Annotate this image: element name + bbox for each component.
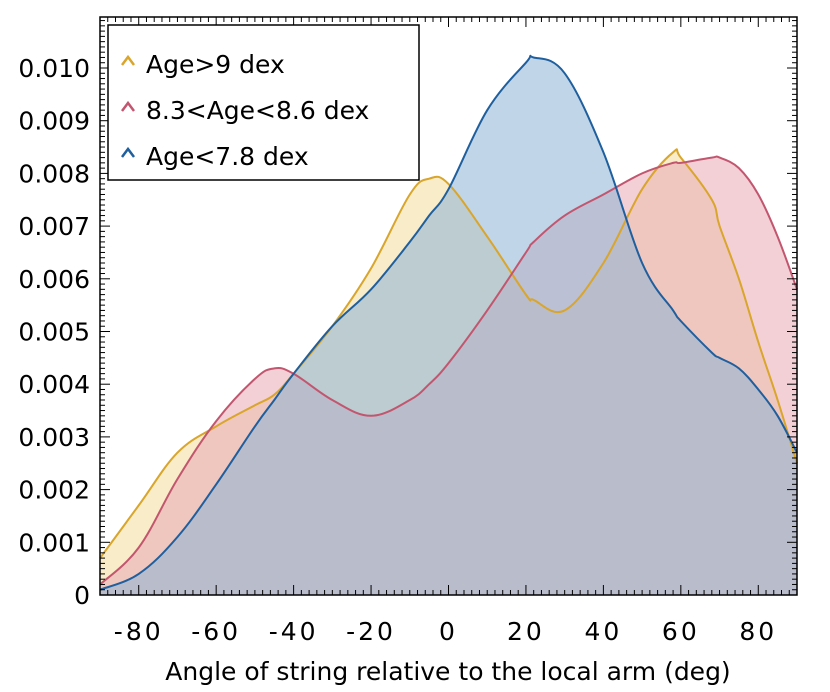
x-tick-label: 80 [739, 617, 777, 646]
y-tick-label: 0.004 [18, 370, 90, 399]
y-tick-label: 0.001 [18, 528, 90, 557]
x-tick-labels: -80 -60 -40 -20 0 20 40 60 80 [114, 617, 777, 646]
x-tick-label: 60 [662, 617, 700, 646]
legend-marker-age-lt-7p8 [121, 146, 135, 158]
x-tick-label: -80 [114, 617, 164, 646]
area-age-lt-7p8 [100, 55, 797, 595]
legend-marker-age-8p3-8p6 [121, 100, 135, 112]
legend-box [107, 24, 420, 181]
x-tick-label: 20 [507, 617, 545, 646]
y-tick-label: 0.005 [18, 318, 90, 347]
y-tick-label: 0.009 [18, 107, 90, 136]
x-tick-label: -20 [346, 617, 396, 646]
y-tick-label: 0.003 [18, 423, 90, 452]
axis-ticks [99, 17, 798, 596]
line-age-8p3-8p6 [99, 155, 798, 586]
x-tick-label: -40 [269, 617, 319, 646]
legend-marker-age-gt-9 [121, 54, 135, 66]
x-tick-label: 40 [584, 617, 622, 646]
y-tick-labels: 0 0.001 0.002 0.003 0.004 0.005 0.006 0.007 0.00… [18, 54, 90, 610]
line-age-gt-9 [99, 148, 798, 559]
x-axis-title: Angle of string relative to the local ar… [165, 657, 730, 686]
x-tick-label: 0 [439, 617, 458, 646]
y-tick-label: 0.010 [18, 54, 90, 83]
legend-label-age-8p3-8p6: 8.3<Age<8.6 dex [146, 96, 369, 125]
y-tick-label: 0 [74, 581, 90, 610]
legend-label-age-gt-9: Age>9 dex [146, 50, 285, 79]
y-tick-label: 0.007 [18, 212, 90, 241]
legend-label-age-lt-7p8: Age<7.8 dex [146, 142, 309, 171]
density-lines [99, 54, 798, 591]
legend: Age>9 dex 8.3<Age<8.6 dex Age<7.8 dex [107, 24, 420, 181]
density-areas [100, 55, 797, 595]
y-tick-label: 0.008 [18, 159, 90, 188]
line-age-lt-7p8 [99, 54, 798, 591]
y-tick-label: 0.006 [18, 265, 90, 294]
y-tick-label: 0.002 [18, 476, 90, 505]
x-tick-label: -60 [191, 617, 241, 646]
